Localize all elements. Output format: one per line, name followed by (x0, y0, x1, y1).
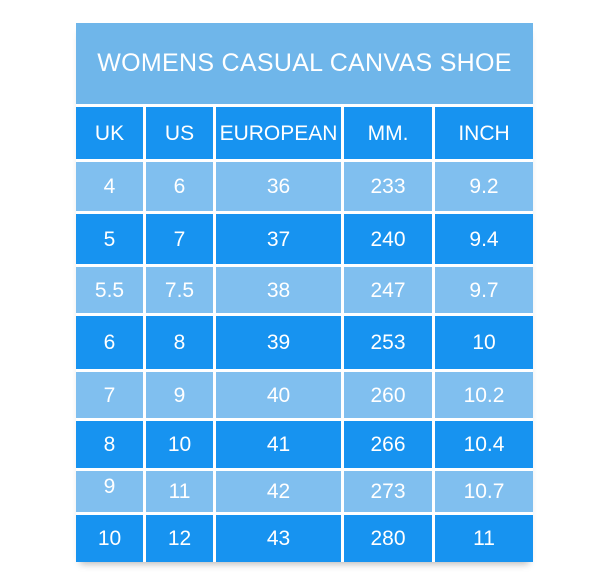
table-cell: 5.5 (76, 267, 143, 313)
column-header-uk: UK (76, 107, 143, 159)
table-cell: 5 (76, 214, 143, 264)
table-cell: 266 (344, 421, 432, 468)
table-cell: 273 (344, 471, 432, 512)
table-cell: 9 (76, 471, 143, 512)
column-header-inch: INCH (435, 107, 533, 159)
table-cell: 9.4 (435, 214, 533, 264)
table-cell: 233 (344, 162, 432, 211)
table-cell: 7 (146, 214, 213, 264)
table-cell: 12 (146, 515, 213, 562)
table-cell: 38 (216, 267, 341, 313)
table-cell: 247 (344, 267, 432, 313)
table-cell: 10.7 (435, 471, 533, 512)
table-cell: 253 (344, 316, 432, 369)
table-cell: 42 (216, 471, 341, 512)
table-cell: 10 (146, 421, 213, 468)
table-cell: 9.7 (435, 267, 533, 313)
table-cell: 240 (344, 214, 432, 264)
table-cell: 6 (76, 316, 143, 369)
table-cell: 9 (146, 372, 213, 418)
column-header-us: US (146, 107, 213, 159)
table-cell: 39 (216, 316, 341, 369)
table-cell: 4 (76, 162, 143, 211)
size-chart-table: WOMENS CASUAL CANVAS SHOE UK US EUROPEAN… (76, 23, 533, 562)
column-header-mm: MM. (344, 107, 432, 159)
table-cell: 11 (146, 471, 213, 512)
table-cell: 10.4 (435, 421, 533, 468)
table-cell: 41 (216, 421, 341, 468)
table-cell: 11 (435, 515, 533, 562)
table-cell: 8 (146, 316, 213, 369)
table-cell: 36 (216, 162, 341, 211)
table-cell: 9.2 (435, 162, 533, 211)
column-header-european: EUROPEAN (216, 107, 341, 159)
table-cell: 7 (76, 372, 143, 418)
table-cell: 280 (344, 515, 432, 562)
table-cell: 10 (76, 515, 143, 562)
table-cell: 43 (216, 515, 341, 562)
table-cell: 40 (216, 372, 341, 418)
table-cell: 10 (435, 316, 533, 369)
table-title: WOMENS CASUAL CANVAS SHOE (76, 23, 533, 104)
table-cell: 6 (146, 162, 213, 211)
table-cell: 10.2 (435, 372, 533, 418)
table-cell: 8 (76, 421, 143, 468)
table-cell: 260 (344, 372, 432, 418)
table-cell: 37 (216, 214, 341, 264)
table-cell: 7.5 (146, 267, 213, 313)
